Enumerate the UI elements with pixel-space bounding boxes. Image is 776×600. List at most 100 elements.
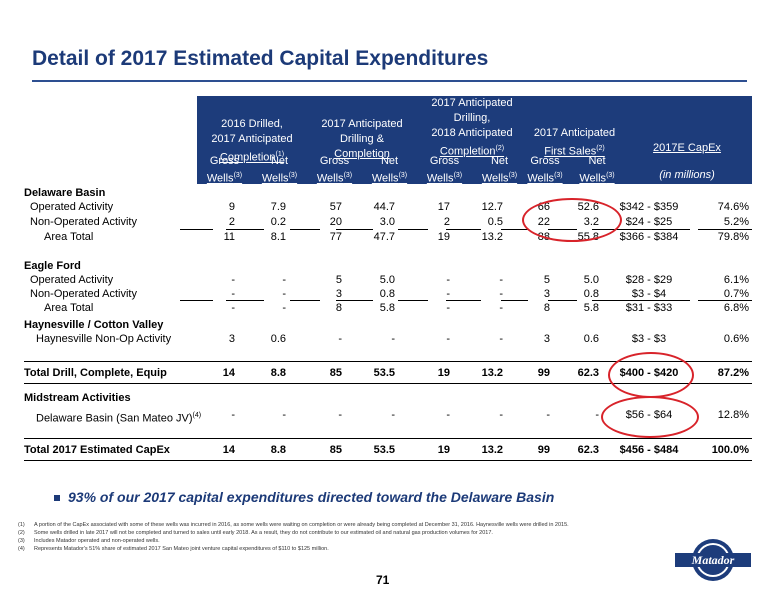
cell-gross-1: 11 <box>223 231 235 243</box>
cell-gross-4: 5 <box>543 274 550 286</box>
cell-net-4: 0.6 <box>583 333 599 345</box>
column-underline <box>180 300 213 301</box>
cell-gross-4: - <box>546 409 550 421</box>
cell-net-1: 0.2 <box>270 216 286 228</box>
cell-capex-pct: 100.0% <box>711 444 749 456</box>
matador-logo: Matador <box>675 539 751 581</box>
grand-total-band-bottom <box>24 460 752 461</box>
cell-gross-2: 77 <box>329 231 342 243</box>
cell-net-2: 53.5 <box>373 444 395 456</box>
hdr-gross-2: Gross <box>319 155 350 167</box>
column-underline <box>290 300 320 301</box>
grand-total-band-top <box>24 438 752 439</box>
row-label: Total Drill, Complete, Equip <box>24 367 167 379</box>
logo-text: Matador <box>691 553 735 567</box>
cell-gross-3: - <box>446 288 450 300</box>
hdr-net-3: Net <box>490 155 509 167</box>
section-haynesville: Haynesville / Cotton Valley <box>24 319 164 331</box>
hdr-wells-8: Wells(3) <box>579 172 615 185</box>
hdr-gross-1: Gross <box>209 155 240 167</box>
cell-net-1: 8.1 <box>270 231 286 243</box>
cell-net-1: 7.9 <box>270 201 286 213</box>
row-label: Operated Activity <box>30 201 114 213</box>
cell-net-3: 12.7 <box>481 201 503 213</box>
cell-net-4: 62.3 <box>577 367 599 379</box>
column-underline <box>592 229 690 230</box>
cell-gross-1: 3 <box>228 333 235 345</box>
column-underline <box>501 300 528 301</box>
cell-gross-4: 8 <box>543 302 550 314</box>
cell-net-1: - <box>282 409 286 421</box>
cell-gross-2: 85 <box>329 444 342 456</box>
cell-gross-3: - <box>446 333 450 345</box>
cell-net-3: - <box>499 409 503 421</box>
column-underline <box>398 229 428 230</box>
footnote-4: (4) Represents Matador's 51% share of est… <box>18 546 329 552</box>
cell-gross-4: 99 <box>537 367 550 379</box>
highlight-circle-midstream <box>601 396 699 438</box>
section-eagle-ford: Eagle Ford <box>24 260 81 272</box>
table-row: Haynesville Non-Op Activity 3 0.6 - - - - 3 0.6 $… <box>24 332 752 347</box>
cell-capex-range: $342 - $359 <box>619 201 679 213</box>
column-underline <box>446 229 481 230</box>
cell-net-3: 13.2 <box>481 367 503 379</box>
hdr-wells-2: Wells(3) <box>261 172 298 185</box>
highlight-circle-first-sales <box>522 198 622 242</box>
page-title: Detail of 2017 Estimated Capital Expendi… <box>32 47 489 70</box>
table-row: Operated Activity - - 5 5.0 - - 5 5.0 $28 - $29 6.… <box>24 273 752 288</box>
cell-net-3: - <box>499 302 503 314</box>
page-number: 71 <box>376 573 390 587</box>
cell-net-3: 13.2 <box>481 444 503 456</box>
cell-net-4: 5.8 <box>583 302 599 314</box>
key-takeaway: 93% of our 2017 capital expenditures dir… <box>54 489 554 505</box>
cell-capex-range: $366 - $384 <box>619 231 679 243</box>
cell-capex-pct: 79.8% <box>717 231 749 243</box>
cell-net-2: 5.0 <box>379 274 395 286</box>
cell-net-3: - <box>499 333 503 345</box>
cell-capex-pct: 6.8% <box>723 302 749 314</box>
section-delaware: Delaware Basin <box>24 187 106 199</box>
column-underline <box>336 300 373 301</box>
cell-capex-pct: 87.2% <box>717 367 749 379</box>
footnote-2: (2) Some wells drilled in late 2017 will … <box>18 530 493 536</box>
title-rule <box>32 80 747 82</box>
row-label: Operated Activity <box>30 274 114 286</box>
cell-net-2: 3.0 <box>379 216 395 228</box>
header-group-capex: 2017E CapEx <box>653 142 721 154</box>
row-label: Area Total <box>44 231 94 243</box>
cell-capex-pct: 0.6% <box>723 333 749 345</box>
column-underline <box>501 229 528 230</box>
cell-gross-2: 5 <box>335 274 342 286</box>
column-underline <box>336 229 373 230</box>
header-group-4: 2017 Anticipated First Sales(2) <box>533 127 616 158</box>
hdr-gross-4: Gross <box>530 155 560 167</box>
cell-capex-range: $3 - $4 <box>631 288 667 300</box>
hdr-net-1: Net <box>270 155 289 167</box>
total-band-top <box>24 361 752 362</box>
cell-net-3: 13.2 <box>481 231 503 243</box>
cell-gross-3: 17 <box>437 201 450 213</box>
cell-gross-1: 2 <box>228 216 235 228</box>
cell-gross-1: - <box>231 409 235 421</box>
cell-net-4: - <box>595 409 599 421</box>
section-midstream: Midstream Activities <box>24 392 131 404</box>
table-row: Total 2017 Estimated CapEx 14 8.8 85 53.5 19 1… <box>24 443 752 458</box>
column-underline <box>592 300 690 301</box>
cell-gross-3: - <box>446 409 450 421</box>
cell-capex-pct: 5.2% <box>723 216 749 228</box>
cell-capex-pct: 6.1% <box>723 274 749 286</box>
cell-gross-2: - <box>338 333 342 345</box>
cell-capex-pct: 0.7% <box>723 288 749 300</box>
row-label: Non-Operated Activity <box>30 216 137 228</box>
cell-gross-1: 14 <box>222 367 235 379</box>
column-underline <box>290 229 320 230</box>
cell-gross-2: 8 <box>335 302 342 314</box>
hdr-wells-6: Wells(3) <box>481 172 518 185</box>
cell-gross-4: 99 <box>537 444 550 456</box>
hdr-wells-7: Wells(3) <box>527 172 563 185</box>
cell-gross-1: - <box>231 302 235 314</box>
cell-gross-3: 19 <box>437 444 450 456</box>
cell-net-1: 0.6 <box>270 333 286 345</box>
column-underline <box>226 229 264 230</box>
footnote-3: (3) Includes Matador operated and non-ope… <box>18 538 160 544</box>
